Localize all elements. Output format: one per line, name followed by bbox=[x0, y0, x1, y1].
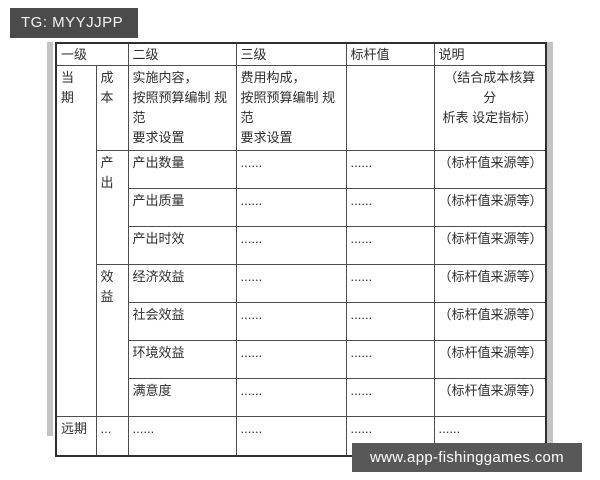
cell-note: （标杆值来源等） bbox=[433, 378, 547, 418]
cell-note: （标杆值来源等） bbox=[433, 340, 547, 380]
header-note: 说明 bbox=[433, 42, 547, 66]
cell-cost-benchmark bbox=[345, 64, 435, 152]
row-benefit-economic: 效益 经济效益 ...... ...... （标杆值来源等） bbox=[56, 264, 547, 418]
header-level1: 一级 bbox=[55, 42, 129, 66]
cell-benchmark: ...... bbox=[345, 302, 435, 342]
cell-cost-level3: 费用构成， 按照预算编制 规范 要求设置 bbox=[235, 64, 347, 152]
row-benefit-environment: 环境效益 ...... ...... （标杆值来源等） bbox=[56, 340, 547, 380]
row-longterm: 远期 ... ...... ...... ...... ...... bbox=[55, 416, 547, 457]
cell-benchmark: ...... bbox=[345, 188, 435, 228]
cell-level2: 社会效益 bbox=[127, 302, 237, 342]
row-output-quality: 产出质量 ...... ...... （标杆值来源等） bbox=[56, 188, 547, 228]
cell-group-cost: 成 本 bbox=[95, 64, 129, 152]
cell-level3: ...... bbox=[235, 226, 347, 266]
cell-level3: ...... bbox=[235, 188, 347, 228]
right-edge-strip bbox=[547, 42, 553, 443]
website-watermark-bar: www.app-fishinggames.com bbox=[352, 443, 582, 472]
row-output-timeliness: 产出时效 ...... ...... （标杆值来源等） bbox=[56, 226, 547, 266]
cell-note: （标杆值来源等） bbox=[433, 264, 547, 304]
cell-level3: ...... bbox=[235, 150, 347, 190]
cell-benchmark: ...... bbox=[345, 150, 435, 190]
cell-level2: 环境效益 bbox=[127, 340, 237, 380]
header-level3: 三级 bbox=[235, 42, 347, 66]
cell-note: （标杆值来源等） bbox=[433, 150, 547, 190]
row-benefit-satisfaction: 满意度 ...... ...... （标杆值来源等） bbox=[56, 378, 547, 418]
left-edge-strip bbox=[47, 42, 53, 436]
row-benefit-social: 社会效益 ...... ...... （标杆值来源等） bbox=[56, 302, 547, 342]
cell-level2: 产出时效 bbox=[127, 226, 237, 266]
cell-period-current: 当 期 bbox=[55, 64, 97, 418]
cell-group-output: 产出 bbox=[95, 150, 129, 266]
table-header-row: 一级 二级 三级 标杆值 说明 bbox=[55, 42, 547, 66]
cell-level3: ...... bbox=[235, 264, 347, 304]
cell-level3: ...... bbox=[235, 340, 347, 380]
cell-level3: ...... bbox=[235, 302, 347, 342]
cell-cost-note: （结合成本核算分 析表 设定指标） bbox=[433, 64, 547, 152]
cell-note: （标杆值来源等） bbox=[433, 302, 547, 342]
cell-level2: 产出质量 bbox=[127, 188, 237, 228]
header-benchmark: 标杆值 bbox=[345, 42, 435, 66]
cell-benchmark: ...... bbox=[345, 378, 435, 418]
cell-level3: ...... bbox=[235, 378, 347, 418]
header-level2: 二级 bbox=[127, 42, 237, 66]
cell-cost-level2: 实施内容， 按照预算编制 规范 要求设置 bbox=[127, 64, 237, 152]
indicator-table: 一级 二级 三级 标杆值 说明 当 期 成 本 实施内容， 按照预算编制 规范 … bbox=[55, 42, 548, 457]
cell-benchmark: ...... bbox=[345, 226, 435, 266]
cell-note: （标杆值来源等） bbox=[433, 188, 547, 228]
cell-level2: 满意度 bbox=[127, 378, 237, 418]
watermark-badge: TG: MYYJJPP bbox=[10, 8, 138, 38]
cell-level3: ...... bbox=[235, 416, 347, 457]
cell-level2: 产出数量 bbox=[127, 150, 237, 190]
cell-level2: 经济效益 bbox=[127, 264, 237, 304]
cell-longterm-sub: ... bbox=[95, 416, 129, 457]
row-output-quantity: 产出 产出数量 ...... ...... （标杆值来源等） bbox=[56, 150, 547, 266]
cell-benchmark: ...... bbox=[345, 264, 435, 304]
cell-level2: ...... bbox=[127, 416, 237, 457]
cell-note: （标杆值来源等） bbox=[433, 226, 547, 266]
cell-benchmark: ...... bbox=[345, 340, 435, 380]
cell-period-longterm: 远期 bbox=[55, 416, 97, 457]
row-cost: 当 期 成 本 实施内容， 按照预算编制 规范 要求设置 费用构成， 按照预算编… bbox=[55, 64, 547, 418]
cell-group-benefit: 效益 bbox=[95, 264, 129, 418]
